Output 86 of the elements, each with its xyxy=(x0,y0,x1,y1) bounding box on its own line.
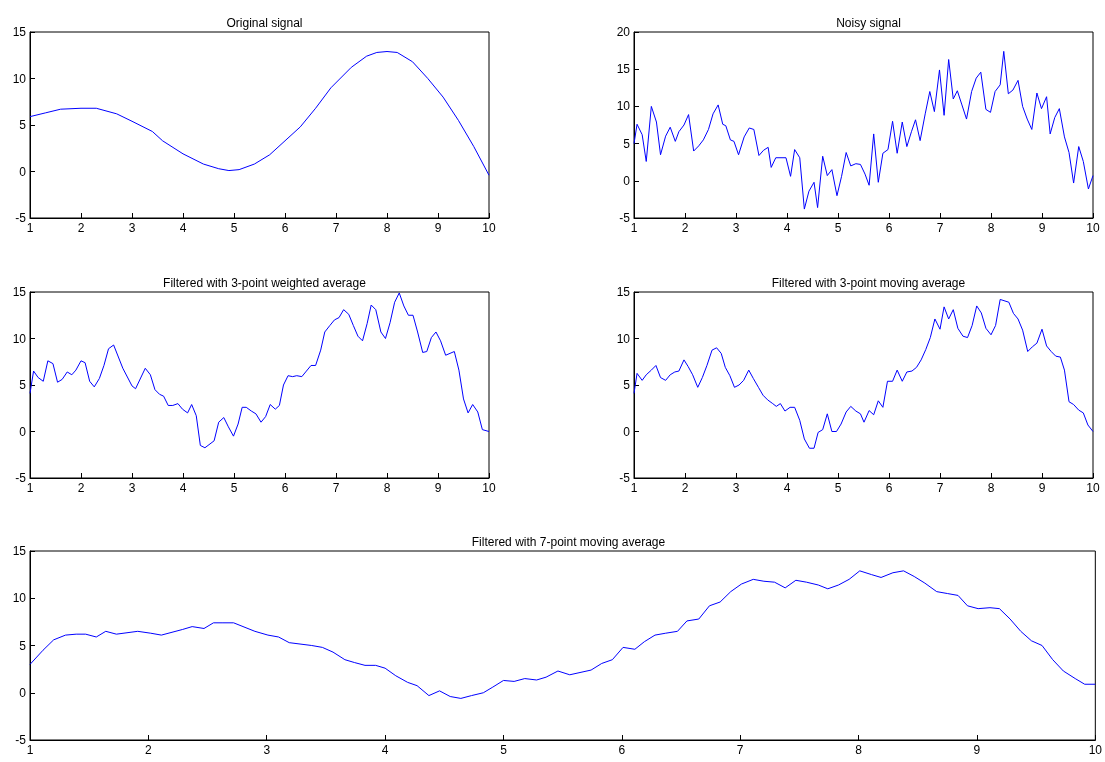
y-tick-label: 0 xyxy=(623,173,631,188)
y-tick-label: 10 xyxy=(616,331,631,346)
x-tick-label: 8 xyxy=(987,221,995,235)
line-series xyxy=(633,298,1094,449)
x-tick-label: 10 xyxy=(1086,481,1100,495)
x-tick-label: 2 xyxy=(77,481,85,495)
x-tick-label: 10 xyxy=(1086,221,1100,235)
x-tick-label: 1 xyxy=(26,743,34,757)
x-tick-label: 7 xyxy=(936,221,944,235)
y-tick-label: 5 xyxy=(19,378,27,392)
y-tick-label: 0 xyxy=(19,164,27,179)
line-series xyxy=(633,50,1094,210)
y-tick-label: 0 xyxy=(19,424,27,439)
y-tick-label: 10 xyxy=(12,591,27,606)
x-tick-label: 2 xyxy=(145,743,153,757)
line-series xyxy=(29,570,1096,699)
x-tick-label: 8 xyxy=(383,481,391,495)
x-tick-label: 7 xyxy=(332,481,340,495)
x-tick-label: 1 xyxy=(630,221,638,235)
y-tick-label: 15 xyxy=(616,285,631,299)
x-tick-label: 7 xyxy=(332,221,340,235)
y-tick-label: 5 xyxy=(19,638,27,653)
chart-title: Filtered with 3-point moving average xyxy=(771,276,966,290)
x-tick-label: 5 xyxy=(230,481,238,495)
y-tick-label: 15 xyxy=(616,62,631,77)
x-tick-label: 8 xyxy=(855,743,863,757)
y-tick-label: 15 xyxy=(12,25,27,39)
x-tick-label: 6 xyxy=(281,221,289,235)
x-tick-label: 10 xyxy=(482,481,496,495)
x-tick-label: 6 xyxy=(618,743,626,757)
x-tick-label: 5 xyxy=(834,481,842,495)
x-tick-label: 6 xyxy=(281,481,289,495)
x-tick-label: 5 xyxy=(500,743,508,757)
x-tick-label: 4 xyxy=(783,481,791,495)
x-tick-label: 9 xyxy=(434,481,442,495)
x-tick-label: 8 xyxy=(383,221,391,235)
line-series xyxy=(29,51,490,176)
y-tick-label: -5 xyxy=(619,211,631,225)
y-tick-label: 0 xyxy=(19,685,27,700)
x-tick-label: 7 xyxy=(936,481,944,495)
x-tick-label: 5 xyxy=(230,221,238,235)
x-tick-label: 8 xyxy=(987,481,995,495)
x-tick-label: 3 xyxy=(128,221,136,235)
y-tick-label: 0 xyxy=(623,424,631,439)
chart-title: Original signal xyxy=(226,16,303,30)
x-tick-label: 10 xyxy=(1088,743,1103,757)
x-tick-label: 1 xyxy=(26,221,34,235)
chart-title: Filtered with 3-point weighted average xyxy=(163,276,367,290)
y-tick-label: 10 xyxy=(12,71,27,86)
x-tick-label: 6 xyxy=(885,481,893,495)
y-tick-label: 5 xyxy=(19,118,27,132)
chart-title: Filtered with 7-point moving average xyxy=(471,535,666,549)
x-tick-label: 4 xyxy=(179,481,187,495)
y-tick-label: -5 xyxy=(15,211,27,225)
y-tick-label: 10 xyxy=(616,99,631,114)
x-tick-label: 9 xyxy=(1038,481,1046,495)
y-tick-label: 20 xyxy=(616,25,631,39)
x-tick-label: 9 xyxy=(973,743,981,757)
y-tick-label: 5 xyxy=(623,136,631,151)
x-tick-label: 2 xyxy=(681,221,689,235)
y-tick-label: 15 xyxy=(12,285,27,299)
x-tick-label: 4 xyxy=(179,221,187,235)
x-tick-label: 2 xyxy=(681,481,689,495)
x-tick-label: 1 xyxy=(26,481,34,495)
x-tick-label: 9 xyxy=(434,221,442,235)
y-tick-label: 15 xyxy=(12,544,27,558)
x-tick-label: 3 xyxy=(263,743,271,757)
y-tick-label: 5 xyxy=(623,378,631,392)
x-tick-label: 3 xyxy=(732,221,740,235)
y-tick-label: 10 xyxy=(12,331,27,346)
line-series xyxy=(29,292,490,449)
x-tick-label: 5 xyxy=(834,221,842,235)
x-tick-label: 10 xyxy=(482,221,496,235)
x-tick-label: 1 xyxy=(630,481,638,495)
x-tick-label: 3 xyxy=(128,481,136,495)
y-tick-label: -5 xyxy=(15,733,27,747)
x-tick-label: 3 xyxy=(732,481,740,495)
y-tick-label: -5 xyxy=(619,471,631,485)
x-tick-label: 6 xyxy=(885,221,893,235)
x-tick-label: 9 xyxy=(1038,221,1046,235)
x-tick-label: 4 xyxy=(381,743,389,757)
x-tick-label: 7 xyxy=(736,743,744,757)
chart-title: Noisy signal xyxy=(836,16,901,30)
y-tick-label: -5 xyxy=(15,471,27,485)
x-tick-label: 2 xyxy=(77,221,85,235)
x-tick-label: 4 xyxy=(783,221,791,235)
